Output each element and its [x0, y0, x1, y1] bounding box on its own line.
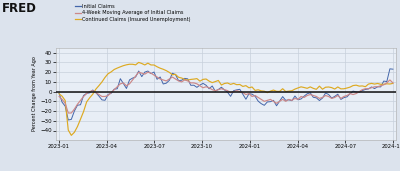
Text: FRED: FRED — [2, 2, 37, 15]
Legend: Initial Claims, 4-Week Moving Average of Initial Claims, Continued Claims (Insur: Initial Claims, 4-Week Moving Average of… — [74, 4, 191, 22]
Y-axis label: Percent Change from Year Ago: Percent Change from Year Ago — [32, 57, 38, 131]
